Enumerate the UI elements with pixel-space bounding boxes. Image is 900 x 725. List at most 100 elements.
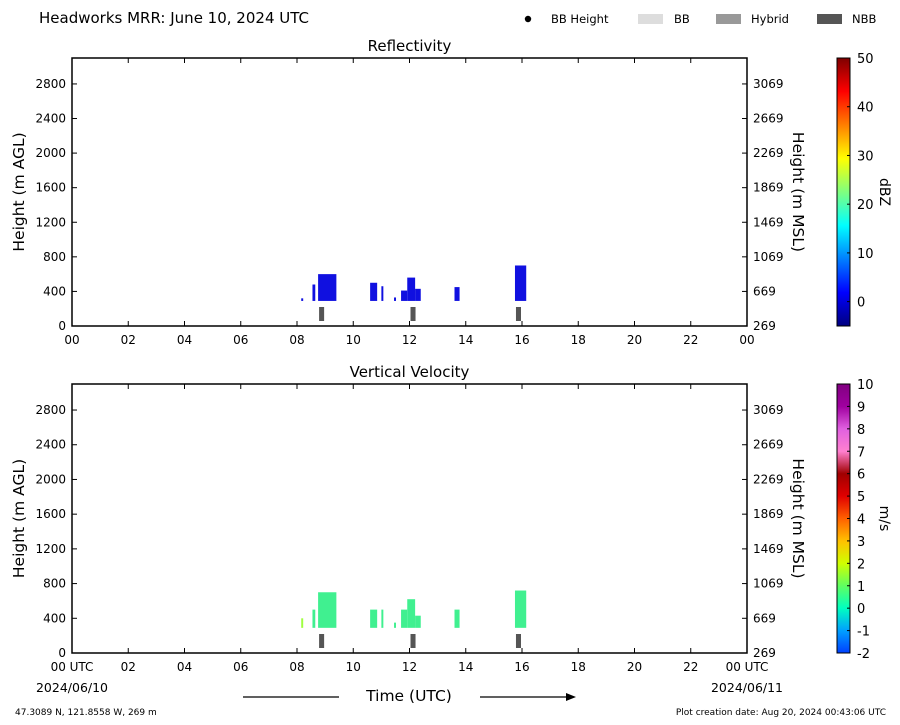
date-end: 2024/06/11 (711, 680, 783, 695)
echo-column (312, 609, 316, 628)
y2-tick-label: 3069 (753, 403, 784, 417)
colorbar-tick-label: 10 (857, 378, 874, 393)
y-tick-label: 400 (43, 284, 66, 298)
echo-column (514, 265, 527, 301)
x-tick-label: 12 (402, 660, 417, 674)
colorbar-tick-label: 3 (857, 535, 865, 550)
colorbar-tick-label: 40 (857, 101, 874, 116)
x-tick-label: 16 (514, 333, 529, 347)
echo-column (301, 618, 304, 628)
echo-column (394, 297, 396, 301)
colorbar-tick-label: -2 (857, 647, 870, 662)
y2-tick-label: 1469 (753, 542, 784, 556)
y2-tick-label: 2669 (753, 112, 784, 126)
y-tick-label: 2000 (35, 472, 66, 486)
x-tick-label: 16 (514, 660, 529, 674)
panel-title: Reflectivity (368, 37, 452, 55)
creation-date-text: Plot creation date: Aug 20, 2024 00:43:0… (676, 708, 886, 718)
echo-column (394, 622, 396, 628)
x-tick-label: 00 (64, 333, 79, 347)
bright-band-marker (319, 307, 325, 321)
y-tick-label: 1200 (35, 215, 66, 229)
y-tick-label: 1600 (35, 507, 66, 521)
echo-column (407, 599, 416, 628)
echo-column (318, 592, 337, 628)
y2-tick-label: 1869 (753, 507, 784, 521)
top-legend: BB Height BB Hybrid NBB (524, 12, 876, 26)
echo-column (381, 609, 384, 628)
bright-band-marker (515, 307, 521, 321)
arrow-head-icon (566, 693, 576, 701)
y2-tick-label: 2269 (753, 472, 784, 486)
x-tick-label: 22 (683, 660, 698, 674)
figure-title: Headworks MRR: June 10, 2024 UTC (39, 9, 309, 27)
x-tick-label: 08 (289, 333, 304, 347)
legend-label: Hybrid (751, 12, 789, 26)
colorbar-tick-label: 4 (857, 513, 865, 528)
y2-tick-label: 3069 (753, 77, 784, 91)
echo-column (401, 290, 408, 301)
x-tick-label: 20 (627, 660, 642, 674)
date-start: 2024/06/10 (36, 680, 108, 695)
y-tick-label: 2800 (35, 77, 66, 91)
x-tick-label: 02 (121, 333, 136, 347)
bright-band-marker (410, 307, 416, 321)
legend-swatch (716, 14, 741, 24)
colorbar-tick-label: 8 (857, 423, 865, 438)
x-tick-label: 00 (739, 333, 754, 347)
y-axis-label: Height (m AGL) (10, 459, 28, 578)
colorbar-tick-label: 7 (857, 445, 865, 460)
echo-column (454, 609, 460, 628)
x-tick-label: 14 (458, 660, 473, 674)
colorbar-tick-label: 0 (857, 602, 865, 617)
x-tick-label: 14 (458, 333, 473, 347)
y2-tick-label: 669 (753, 611, 776, 625)
y2-tick-label: 1069 (753, 250, 784, 264)
legend-swatch (638, 14, 663, 24)
y-tick-label: 2800 (35, 403, 66, 417)
x-tick-label: 10 (346, 333, 361, 347)
y-tick-label: 800 (43, 577, 66, 591)
y-tick-label: 2000 (35, 146, 66, 160)
bright-band-marker (515, 634, 521, 648)
echo-column (401, 609, 408, 628)
echo-column (301, 298, 304, 301)
x-tick-label: 12 (402, 333, 417, 347)
y2-tick-label: 1069 (753, 577, 784, 591)
colorbar-tick-label: 2 (857, 557, 865, 572)
legend-dot-icon (524, 15, 532, 23)
echo-column (415, 615, 421, 628)
y2-tick-label: 269 (753, 319, 776, 333)
colorbar (836, 57, 851, 327)
legend-label: BB Height (551, 12, 609, 26)
y-tick-label: 2400 (35, 112, 66, 126)
echo-column (415, 288, 421, 301)
location-text: 47.3089 N, 121.8558 W, 269 m (15, 708, 157, 718)
colorbar-label: m/s (876, 506, 892, 532)
y2-tick-label: 1869 (753, 181, 784, 195)
echo-column (407, 277, 416, 301)
panel-title: Vertical Velocity (350, 363, 470, 381)
legend-label: BB (674, 12, 690, 26)
y2-tick-label: 669 (753, 284, 776, 298)
x-tick-label: 10 (346, 660, 361, 674)
x-tick-label: 18 (571, 660, 586, 674)
echo-column (370, 609, 378, 628)
y-tick-label: 800 (43, 250, 66, 264)
y2-axis-label: Height (m MSL) (789, 132, 807, 252)
colorbar-tick-label: 6 (857, 468, 865, 483)
y-tick-label: 2400 (35, 438, 66, 452)
legend-label: NBB (852, 12, 876, 26)
x-tick-label: 22 (683, 333, 698, 347)
x-tick-label: 06 (233, 333, 248, 347)
y-tick-label: 0 (58, 319, 66, 333)
x-axis-label: Time (UTC) (365, 687, 452, 705)
echo-column (312, 284, 316, 301)
y-tick-label: 400 (43, 611, 66, 625)
y2-tick-label: 269 (753, 646, 776, 660)
y2-axis-label: Height (m MSL) (789, 458, 807, 578)
x-tick-label: 06 (233, 660, 248, 674)
x-tick-label: 02 (121, 660, 136, 674)
